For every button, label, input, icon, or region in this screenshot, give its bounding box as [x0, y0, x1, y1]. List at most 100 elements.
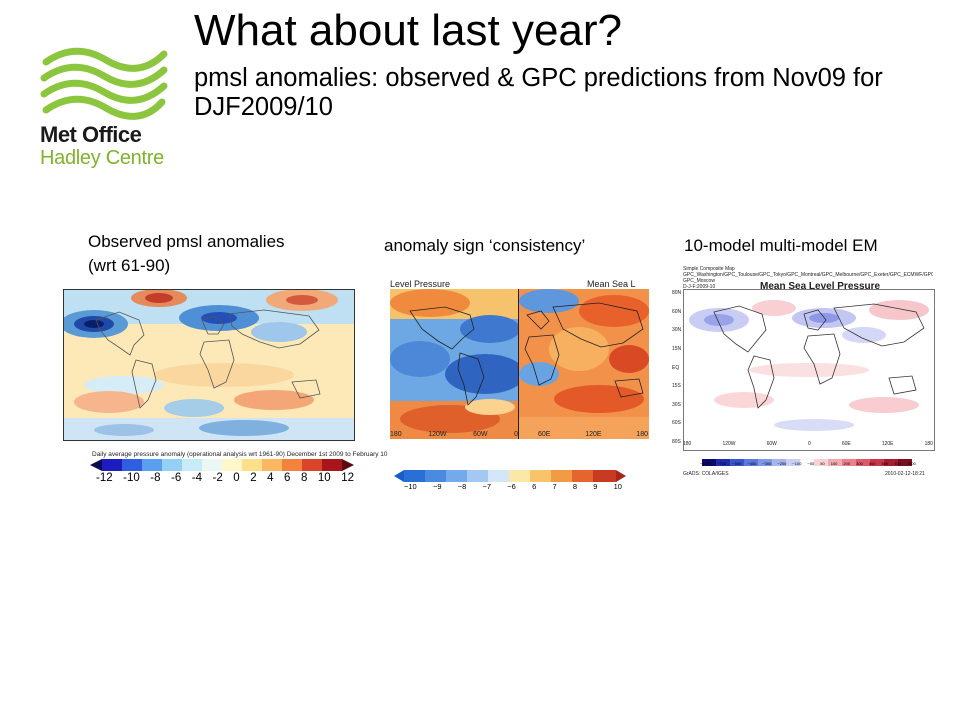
observed-colorbar: [90, 458, 354, 471]
consistency-caption: anomaly sign ‘consistency’: [384, 236, 586, 255]
lon-label: 120E: [881, 441, 894, 447]
multimodel-map: [683, 289, 935, 451]
lon-label: 180: [636, 431, 648, 438]
tick-label: 10: [317, 472, 331, 484]
observed-caption-line1: Observed pmsl anomalies: [88, 232, 285, 251]
tick-label: -6: [171, 472, 182, 484]
tick-label: 400: [868, 461, 876, 466]
lon-label: 0: [807, 441, 811, 447]
consistency-lon-right: 60E 120E 180: [538, 431, 648, 438]
consistency-colorbar-ticks: −10 −9 −8 −7 −6 6 7 8 9 10: [404, 482, 622, 491]
tick-label: -4: [191, 472, 203, 484]
lat-label: 60S: [672, 420, 681, 427]
multimodel-header-line: GPC_Moscow: [683, 278, 715, 284]
multimodel-map-title: Mean Sea Level Pressure: [760, 281, 881, 292]
tick-label: 300: [856, 461, 863, 466]
tick-label: -12: [96, 472, 113, 484]
multimodel-header-line: D-J-F:2009-10: [683, 284, 716, 290]
tick-label: −500: [732, 461, 742, 466]
observed-caption: Observed pmsl anomalies (wrt 61-90): [88, 230, 285, 278]
consistency-map-left: [390, 289, 519, 439]
wave-logo-icon: [40, 47, 168, 120]
multimodel-lat-labels: 80N 60N 30N 15N EQ 15S 30S 60S 80S: [672, 290, 682, 445]
tick-label: 6: [532, 482, 537, 491]
lon-label: 0: [514, 431, 518, 438]
consistency-right-title: Mean Sea L: [587, 279, 636, 289]
tick-label: -2: [212, 472, 223, 484]
logo-subwordmark: Hadley Centre: [40, 147, 164, 169]
lon-label: 120W: [428, 431, 447, 438]
tick-label: −300: [762, 461, 772, 466]
multimodel-lon-labels: 180 120W 60W 0 60E 120E 180: [683, 441, 933, 447]
lon-label: 180: [683, 441, 692, 447]
tick-label: 100: [830, 461, 838, 466]
multimodel-footer-left: GrADS: COLA/IGES: [683, 471, 729, 477]
lon-label: 60E: [538, 431, 551, 438]
multimodel-caption: 10-model multi-model EM: [684, 236, 878, 255]
lon-label: 60W: [766, 441, 777, 447]
multimodel-map-image: [684, 290, 934, 450]
tick-label: −1000: [700, 461, 712, 466]
lat-label: 80N: [672, 290, 682, 296]
lon-label: 60W: [473, 431, 488, 438]
tick-label: −400: [747, 461, 757, 466]
tick-label: 12: [341, 472, 354, 484]
tick-label: −700: [717, 461, 727, 466]
tick-label: −8: [457, 482, 467, 491]
lat-label: 80S: [672, 439, 681, 445]
observed-anomaly-map: [63, 289, 355, 441]
multimodel-footer-right: 2010-02-12-18:21: [885, 471, 925, 477]
lon-label: 180: [924, 441, 933, 447]
tick-label: −50: [807, 461, 815, 466]
consistency-right-image: [519, 289, 649, 439]
multimodel-header-line: GPC_Washington/GPC_Toulouse/GPC_Tokyo/GP…: [683, 272, 933, 278]
lon-label: 180: [390, 431, 402, 438]
consistency-map-right: [519, 289, 649, 439]
tick-label: 7: [552, 482, 557, 491]
consistency-left-title: Level Pressure: [390, 279, 451, 289]
tick-label: 4: [267, 472, 274, 484]
observed-colorbar-title: Daily average pressure anomaly (operatio…: [92, 451, 388, 458]
lon-label: 60E: [841, 441, 851, 447]
tick-label: 500: [881, 461, 889, 466]
tick-label: 0: [233, 472, 240, 484]
tick-label: −10: [404, 482, 417, 491]
consistency-left-image: [390, 289, 518, 439]
observed-caption-line2: (wrt 61-90): [88, 256, 171, 275]
tick-label: 6: [284, 472, 291, 484]
observed-colorbar-ticks: -12 -10 -8 -6 -4 -2 0 2 4 6 8 10 12: [96, 472, 354, 484]
tick-label: 8: [300, 472, 308, 484]
tick-label: 700: [894, 461, 901, 466]
tick-label: 50: [820, 461, 825, 466]
lat-label: 30S: [672, 401, 681, 408]
tick-label: 200: [843, 461, 851, 466]
lon-label: 120W: [722, 441, 736, 447]
multimodel-header-line: Simple Composite Map: [683, 266, 735, 272]
tick-label: −7: [482, 482, 492, 491]
tick-label: 8: [572, 482, 578, 491]
tick-label: −100: [792, 461, 802, 466]
tick-label: 1000: [906, 461, 916, 466]
multimodel-header: Simple Composite Map GPC_Washington/GPC_…: [683, 266, 933, 290]
observed-map-image: [64, 290, 354, 440]
logo-wordmark: Met Office: [40, 122, 142, 147]
multimodel-colorbar: [702, 453, 912, 467]
tick-label: 2: [250, 472, 257, 484]
lat-label: 15S: [672, 383, 681, 390]
multimodel-colorbar-ticks: −1000 −700 −500 −400 −300 −200 −100 −50 …: [700, 461, 916, 466]
lat-label: EQ: [672, 364, 680, 371]
tick-label: −200: [777, 461, 787, 466]
met-office-logo: Met Office Hadley Centre: [40, 44, 190, 179]
tick-label: −9: [432, 482, 442, 491]
slide-subtitle: pmsl anomalies: observed & GPC predictio…: [194, 64, 883, 121]
lon-label: 120E: [585, 431, 602, 438]
tick-label: -10: [123, 472, 140, 484]
lat-label: 30N: [672, 327, 682, 334]
tick-label: 9: [593, 482, 598, 491]
consistency-colorbar: [394, 469, 626, 482]
lat-label: 60N: [672, 308, 682, 315]
tick-label: -8: [150, 472, 161, 484]
tick-label: 10: [613, 482, 622, 491]
slide-title: What about last year?: [194, 6, 623, 55]
consistency-lon-left: 180 120W 60W 0: [390, 431, 518, 438]
